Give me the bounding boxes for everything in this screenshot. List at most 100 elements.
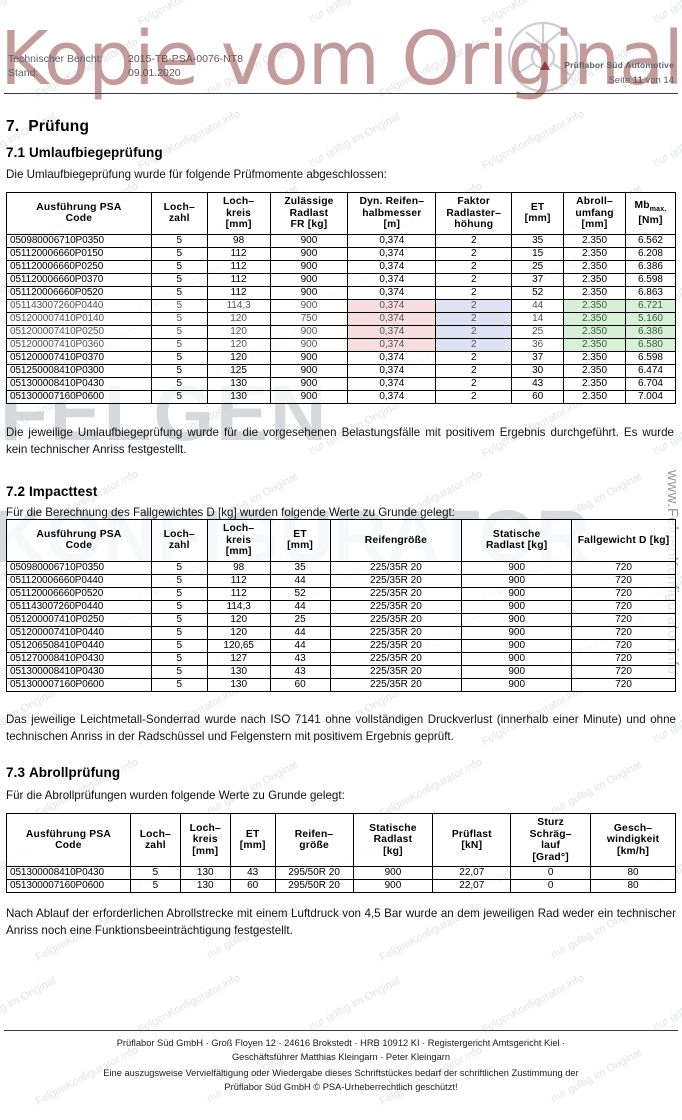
cell-lochzahl: 5: [150, 298, 208, 313]
cell-lochzahl: 5: [150, 272, 208, 287]
page-total: 14: [663, 75, 674, 86]
cell-code: 050980006710P0350: [6, 233, 152, 248]
th-geschwindigkeit: Gesch– windigkeit [km/h]: [590, 813, 676, 867]
table-header-row: Ausführung PSA Code Loch– zahl Loch– kreis[…: [6, 519, 676, 562]
cell-faktor: 2: [435, 376, 513, 391]
cell-lochkreis: 130: [179, 879, 231, 893]
cell-statische-radlast: 900: [461, 677, 573, 692]
cell-code: 051120006660P0370: [6, 272, 152, 287]
watermark-text: FelgenKonfigurator.info: [135, 972, 242, 1036]
cell-abrollumfang: 2.350: [563, 298, 626, 313]
cell-code: 051300007160P0600: [6, 389, 152, 404]
cell-lochzahl: 5: [129, 879, 181, 893]
cell-code: 051200007410P0250: [6, 612, 152, 627]
cell-fallgewicht: 720: [571, 586, 676, 601]
cell-lochkreis: 120: [206, 612, 271, 627]
cell-lochkreis: 114,3: [206, 599, 271, 614]
cell-et: 25: [269, 612, 331, 627]
cell-lochkreis: 112: [206, 246, 271, 261]
cell-lochkreis: 130: [179, 866, 231, 880]
cell-lochkreis: 120: [206, 350, 271, 365]
section-73-outro: Nach Ablauf der erforderlichen Abrollstr…: [6, 907, 676, 937]
section-71-number: 7.1: [6, 145, 26, 160]
table-abrollpruefung: Ausführung PSA Code Loch– zahl Loch– kreis[…: [6, 813, 676, 893]
cell-code: 051300007160P0600: [6, 677, 152, 692]
cell-reifenhalbmesser: 0,374: [347, 233, 437, 248]
cell-faktor: 2: [435, 285, 513, 300]
cell-et: 60: [229, 879, 276, 893]
table-row: 051120006660P0250 5 112 900 0,374 2 25 2.350 6.3…: [6, 259, 677, 274]
cell-abrollumfang: 2.350: [563, 259, 626, 274]
th-ausfuehrung: Ausführung PSA Code: [6, 519, 152, 562]
th-lochzahl: Loch– zahl: [150, 519, 208, 562]
cell-lochzahl: 5: [150, 233, 208, 248]
cell-faktor: 2: [435, 259, 513, 274]
cell-abrollumfang: 2.350: [563, 376, 626, 391]
section-73-intro: Für die Abrollprüfungen wurden folgende …: [6, 789, 345, 802]
cell-radlast: 900: [269, 233, 349, 248]
watermark-text: FelgenKonfigurator.info: [479, 108, 586, 172]
cell-mbmax: 6.580: [624, 337, 677, 352]
cell-lochkreis: 130: [206, 677, 271, 692]
table-row: 051300008410P0430 5 130 43 225/35R 20 900 720: [6, 664, 676, 679]
table-umlaufbiegepruefung-body: 050980006710P0350 5 98 900 0,374 2 35 2.350 6.56…: [6, 233, 677, 404]
table-row: 050980006710P0350 5 98 35 225/35R 20 900 720: [6, 560, 676, 575]
cell-statische-radlast: 900: [461, 612, 573, 627]
report-label: Technischer Bericht:: [8, 53, 103, 65]
cell-fallgewicht: 720: [571, 677, 676, 692]
cell-reifenhalbmesser: 0,374: [347, 363, 437, 378]
cell-faktor: 2: [435, 350, 513, 365]
cell-reifengroesse: 295/50R 20: [274, 879, 354, 893]
cell-statische-radlast: 900: [461, 651, 573, 666]
page-number: 11: [632, 75, 643, 86]
company-logo-icon: [540, 61, 550, 70]
cell-et: 52: [269, 586, 331, 601]
th-fallgewicht: Fallgewicht D [kg]: [571, 519, 676, 562]
cell-geschwindigkeit: 80: [590, 879, 676, 893]
cell-et: 43: [229, 866, 276, 880]
cell-et: 25: [511, 324, 565, 339]
cell-lochzahl: 5: [150, 677, 208, 692]
cell-et: 60: [269, 677, 331, 692]
company-name: Prüflabor Süd Automotive: [564, 60, 674, 70]
cell-code: 051143007260P0440: [6, 599, 152, 614]
stand-label: Stand:: [8, 67, 39, 79]
cell-statische-radlast: 900: [461, 638, 573, 653]
cell-abrollumfang: 2.350: [563, 272, 626, 287]
cell-mbmax: 6.704: [624, 376, 677, 391]
cell-mbmax: 6.863: [624, 285, 677, 300]
cell-reifengroesse: 225/35R 20: [329, 560, 463, 575]
table-row: 051143007260P0440 5 114,3 900 0,374 2 44 2.350 6…: [6, 298, 677, 313]
th-abrollumfang: Abroll– umfang [mm]: [563, 192, 626, 235]
th-ausfuehrung: Ausführung PSA Code: [6, 813, 131, 867]
cell-reifengroesse: 295/50R 20: [274, 866, 354, 880]
cell-lochkreis: 120: [206, 625, 271, 640]
th-lochkreis: Loch– kreis [mm]: [206, 192, 271, 235]
cell-et: 15: [511, 246, 565, 261]
th-statische-radlast: Statische Radlast [kg]: [461, 519, 573, 562]
cell-et: 60: [511, 389, 565, 404]
cell-lochkreis: 98: [206, 560, 271, 575]
cell-lochkreis: 130: [206, 376, 271, 391]
th-pruflast: Prüflast [kN]: [432, 813, 512, 867]
cell-lochzahl: 5: [150, 311, 208, 326]
cell-code: 051120006660P0520: [6, 586, 152, 601]
cell-et: 37: [511, 272, 565, 287]
cell-et: 37: [511, 350, 565, 365]
cell-mbmax: 7.004: [624, 389, 677, 404]
table-row: 051300008410P0430 5 130 43 295/50R 20 900 22,0…: [6, 866, 676, 880]
table-impacttest: Ausführung PSA Code Loch– zahl Loch– kreis[…: [6, 519, 676, 692]
cell-lochkreis: 112: [206, 573, 271, 588]
cell-mbmax: 6.474: [624, 363, 677, 378]
cell-reifenhalbmesser: 0,374: [347, 350, 437, 365]
watermark-text: nur gültig im Original: [651, 111, 682, 169]
cell-code: 051200007410P0360: [6, 337, 152, 352]
cell-code: 051143007260P0440: [6, 298, 152, 313]
cell-et: 25: [511, 259, 565, 274]
cell-code: 051120006660P0150: [6, 246, 152, 261]
cell-abrollumfang: 2.350: [563, 324, 626, 339]
cell-fallgewicht: 720: [571, 664, 676, 679]
th-reifengroesse: Reifengröße: [329, 519, 463, 562]
cell-radlast: 900: [269, 376, 349, 391]
th-statische-radlast: Statische Radlast [kg]: [352, 813, 434, 867]
